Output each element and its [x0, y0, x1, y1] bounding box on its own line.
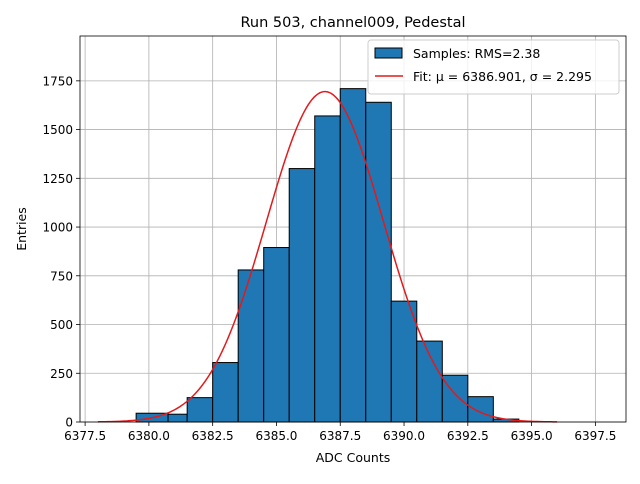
y-tick-label: 500 [50, 318, 73, 332]
histogram-bar [263, 247, 290, 423]
chart-title: Run 503, channel009, Pedestal [240, 15, 465, 31]
legend-histogram-swatch [374, 47, 403, 59]
histogram-bar [390, 300, 418, 423]
histogram-bar [237, 269, 265, 423]
histogram-bar [339, 88, 367, 423]
x-tick-label: 6390.0 [383, 429, 425, 443]
legend-box [367, 39, 620, 95]
y-tick-label: 750 [50, 269, 73, 283]
fit-curve [97, 90, 558, 423]
y-tick-label: 1000 [42, 221, 73, 235]
legend: Samples: RMS=2.38 Fit: μ = 6386.901, σ =… [367, 39, 620, 95]
histogram-bar [167, 413, 188, 423]
x-tick-label: 6385.0 [255, 429, 297, 443]
x-axis-ticks: 6377.5 6380.0 6382.5 6385.0 6387.5 6390.0 6392… [64, 422, 616, 443]
legend-histogram-label: Samples: RMS=2.38 [413, 46, 540, 61]
histogram-bar [365, 101, 392, 423]
y-tick-label: 0 [65, 416, 73, 430]
histogram-bars [135, 88, 520, 423]
y-tick-label: 250 [50, 367, 73, 381]
plot-frame [79, 35, 627, 423]
histogram-bar [186, 397, 214, 423]
y-tick-label: 1750 [42, 74, 73, 88]
x-tick-label: 6397.5 [574, 429, 616, 443]
histogram-bar [212, 362, 239, 423]
y-axis-label: Entries [14, 207, 29, 251]
x-tick-label: 6380.0 [128, 429, 170, 443]
legend-fit-label: Fit: μ = 6386.901, σ = 2.295 [413, 69, 592, 84]
x-tick-label: 6392.5 [447, 429, 489, 443]
histogram-bar [467, 396, 494, 423]
histogram-bar [416, 340, 443, 423]
x-axis-label: ADC Counts [316, 450, 391, 465]
x-tick-label: 6377.5 [64, 429, 106, 443]
x-tick-label: 6387.5 [319, 429, 361, 443]
y-tick-label: 1250 [42, 172, 73, 186]
y-tick-label: 1500 [42, 123, 73, 137]
x-tick-label: 6382.5 [192, 429, 234, 443]
x-tick-label: 6395.0 [511, 429, 553, 443]
histogram-bar [314, 115, 341, 423]
y-axis-ticks: 0 250 500 750 1000 1250 1500 1750 [42, 74, 80, 430]
histogram-bar [288, 168, 316, 423]
